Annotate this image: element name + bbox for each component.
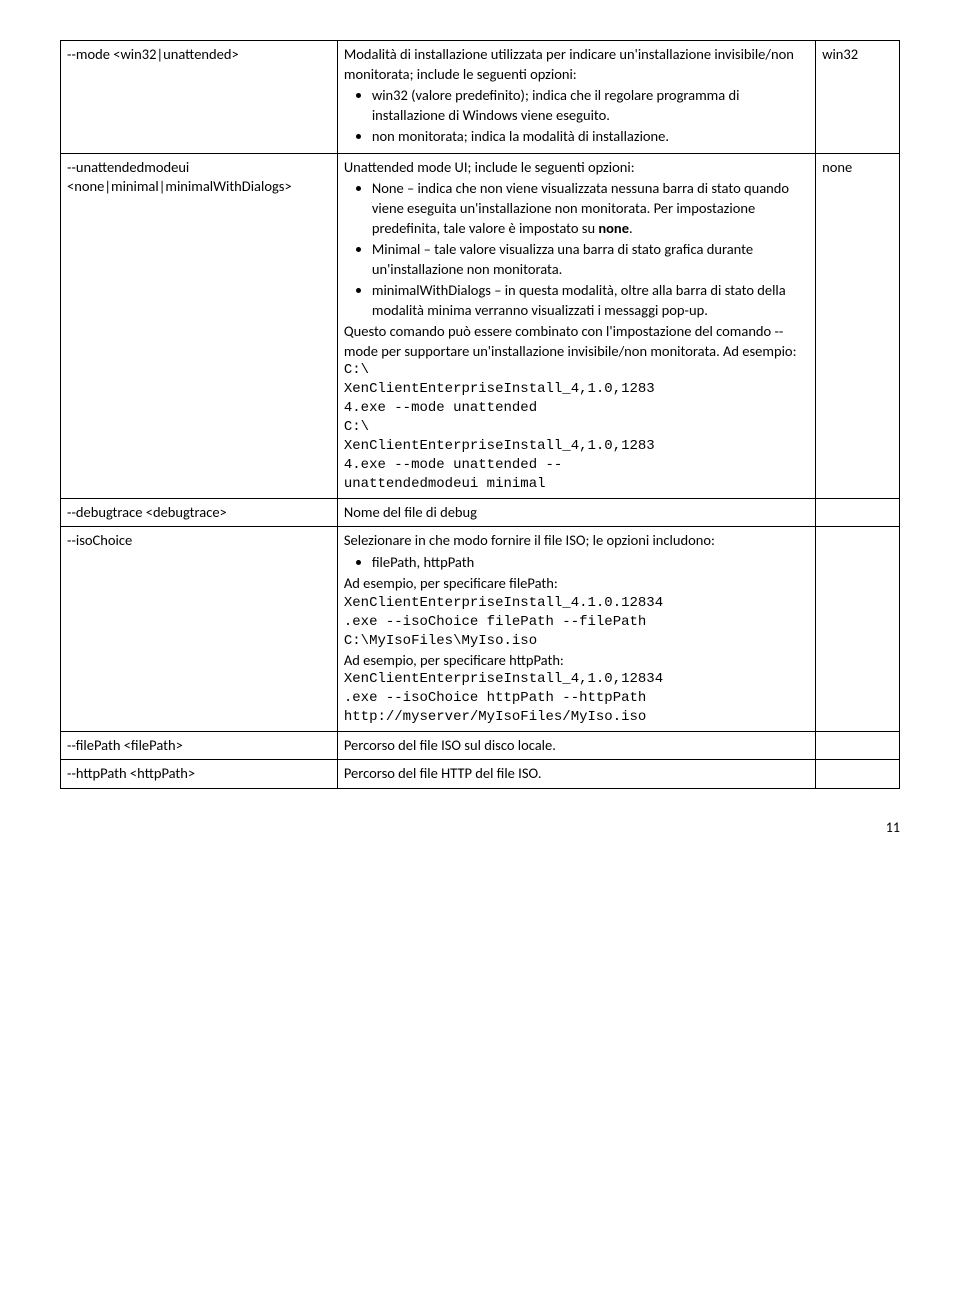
option-cell: --mode <win32|unattended> [61,41,338,154]
description-cell: Percorso del file ISO sul disco locale. [337,731,815,760]
default-cell [816,731,900,760]
option-cell: --isoChoice [61,527,338,732]
table-row: --mode <win32|unattended>Modalità di ins… [61,41,900,154]
option-cell: --debugtrace <debugtrace> [61,498,338,527]
options-table: --mode <win32|unattended>Modalità di ins… [60,40,900,789]
option-cell: --httpPath <httpPath> [61,760,338,789]
default-cell: none [816,153,900,498]
table-row: --debugtrace <debugtrace>Nome del file d… [61,498,900,527]
description-cell: Modalità di installazione utilizzata per… [337,41,815,154]
default-cell: win32 [816,41,900,154]
option-cell: --unattendedmodeui <none|minimal|minimal… [61,153,338,498]
description-cell: Nome del file di debug [337,498,815,527]
page-number: 11 [60,819,900,838]
table-row: --isoChoiceSelezionare in che modo forni… [61,527,900,732]
table-row: --httpPath <httpPath>Percorso del file H… [61,760,900,789]
description-cell: Selezionare in che modo fornire il file … [337,527,815,732]
option-cell: --filePath <filePath> [61,731,338,760]
table-row: --unattendedmodeui <none|minimal|minimal… [61,153,900,498]
table-row: --filePath <filePath>Percorso del file I… [61,731,900,760]
description-cell: Unattended mode UI; include le seguenti … [337,153,815,498]
default-cell [816,527,900,732]
default-cell [816,498,900,527]
description-cell: Percorso del file HTTP del file ISO. [337,760,815,789]
default-cell [816,760,900,789]
